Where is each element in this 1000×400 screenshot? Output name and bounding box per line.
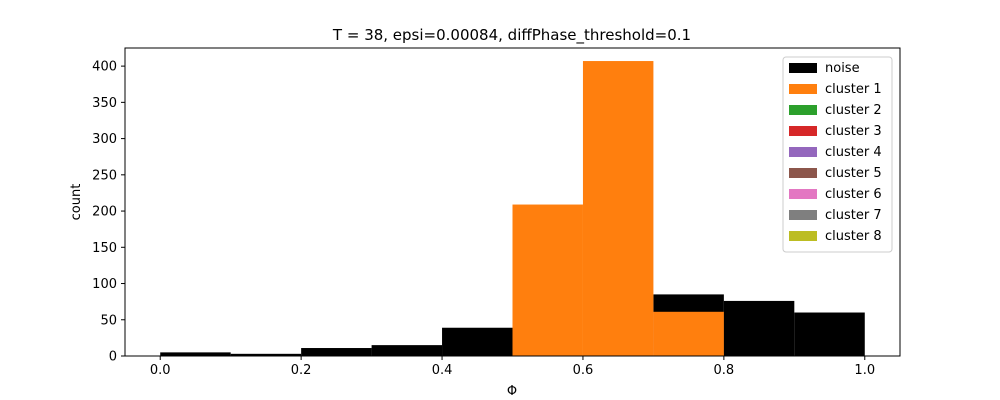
bar-noise-bin-1 xyxy=(230,353,302,356)
legend-swatch-noise xyxy=(789,63,817,73)
legend-label-cluster-8: cluster 8 xyxy=(825,229,882,244)
y-tick-label: 300 xyxy=(92,132,117,147)
bar-noise-bin-9 xyxy=(794,312,865,356)
legend-label-cluster-5: cluster 5 xyxy=(825,166,882,181)
ticks-layer: 0.0 0.2 0.4 0.6 0.8 1.0 0 50 100 150 200 250 300 350 4… xyxy=(92,60,875,378)
legend-swatch-cluster-4 xyxy=(789,147,817,157)
legend-swatch-cluster-1 xyxy=(789,84,817,94)
x-axis-label: Φ xyxy=(507,384,517,399)
x-tick-label: 0.4 xyxy=(432,363,453,378)
legend-label-cluster-2: cluster 2 xyxy=(825,103,882,118)
legend-swatch-cluster-6 xyxy=(789,189,817,199)
y-tick-label: 200 xyxy=(92,205,117,220)
legend-swatch-cluster-2 xyxy=(789,105,817,115)
legend-label-cluster-3: cluster 3 xyxy=(825,124,882,139)
x-tick-label: 1.0 xyxy=(854,363,875,378)
y-tick-label: 350 xyxy=(92,96,117,111)
y-tick-label: 250 xyxy=(92,168,117,183)
bar-noise-bin-2 xyxy=(301,348,372,356)
bar-cluster-1-bin-5 xyxy=(512,204,583,356)
plot-frame xyxy=(124,47,901,357)
legend-label-cluster-7: cluster 7 xyxy=(825,208,882,223)
y-axis-label: count xyxy=(69,184,84,221)
legend-label-cluster-1: cluster 1 xyxy=(825,82,882,97)
bar-cluster-1-bin-6 xyxy=(582,61,654,356)
legend-swatch-cluster-8 xyxy=(789,231,817,241)
legend-swatch-cluster-3 xyxy=(789,126,817,136)
y-tick-label: 400 xyxy=(92,60,117,75)
x-tick-label: 0.0 xyxy=(150,363,171,378)
chart-title: T = 38, epsi=0.00084, diffPhase_threshol… xyxy=(332,26,691,45)
x-tick-label: 0.6 xyxy=(573,363,594,378)
bar-cluster-1-bin-7 xyxy=(653,311,724,356)
y-tick-label: 150 xyxy=(92,241,117,256)
legend-swatch-cluster-5 xyxy=(789,168,817,178)
x-tick-label: 0.8 xyxy=(714,363,735,378)
legend-label-cluster-6: cluster 6 xyxy=(825,187,882,202)
bar-noise-bin-8 xyxy=(723,300,795,356)
legend-label-cluster-4: cluster 4 xyxy=(825,145,882,160)
legend: noise cluster 1 cluster 2 cluster 3 cluster … xyxy=(782,56,893,253)
y-tick-label: 100 xyxy=(92,277,117,292)
legend-label-noise: noise xyxy=(825,61,860,76)
axes-layer xyxy=(124,47,901,357)
y-tick-label: 0 xyxy=(109,350,117,365)
bars-layer xyxy=(160,61,865,356)
bar-noise-bin-4 xyxy=(442,327,513,356)
x-tick-label: 0.2 xyxy=(291,363,312,378)
bar-noise-bin-3 xyxy=(371,345,443,356)
y-tick-label: 50 xyxy=(100,313,117,328)
legend-swatch-cluster-7 xyxy=(789,210,817,220)
bar-noise-bin-0 xyxy=(160,352,231,356)
